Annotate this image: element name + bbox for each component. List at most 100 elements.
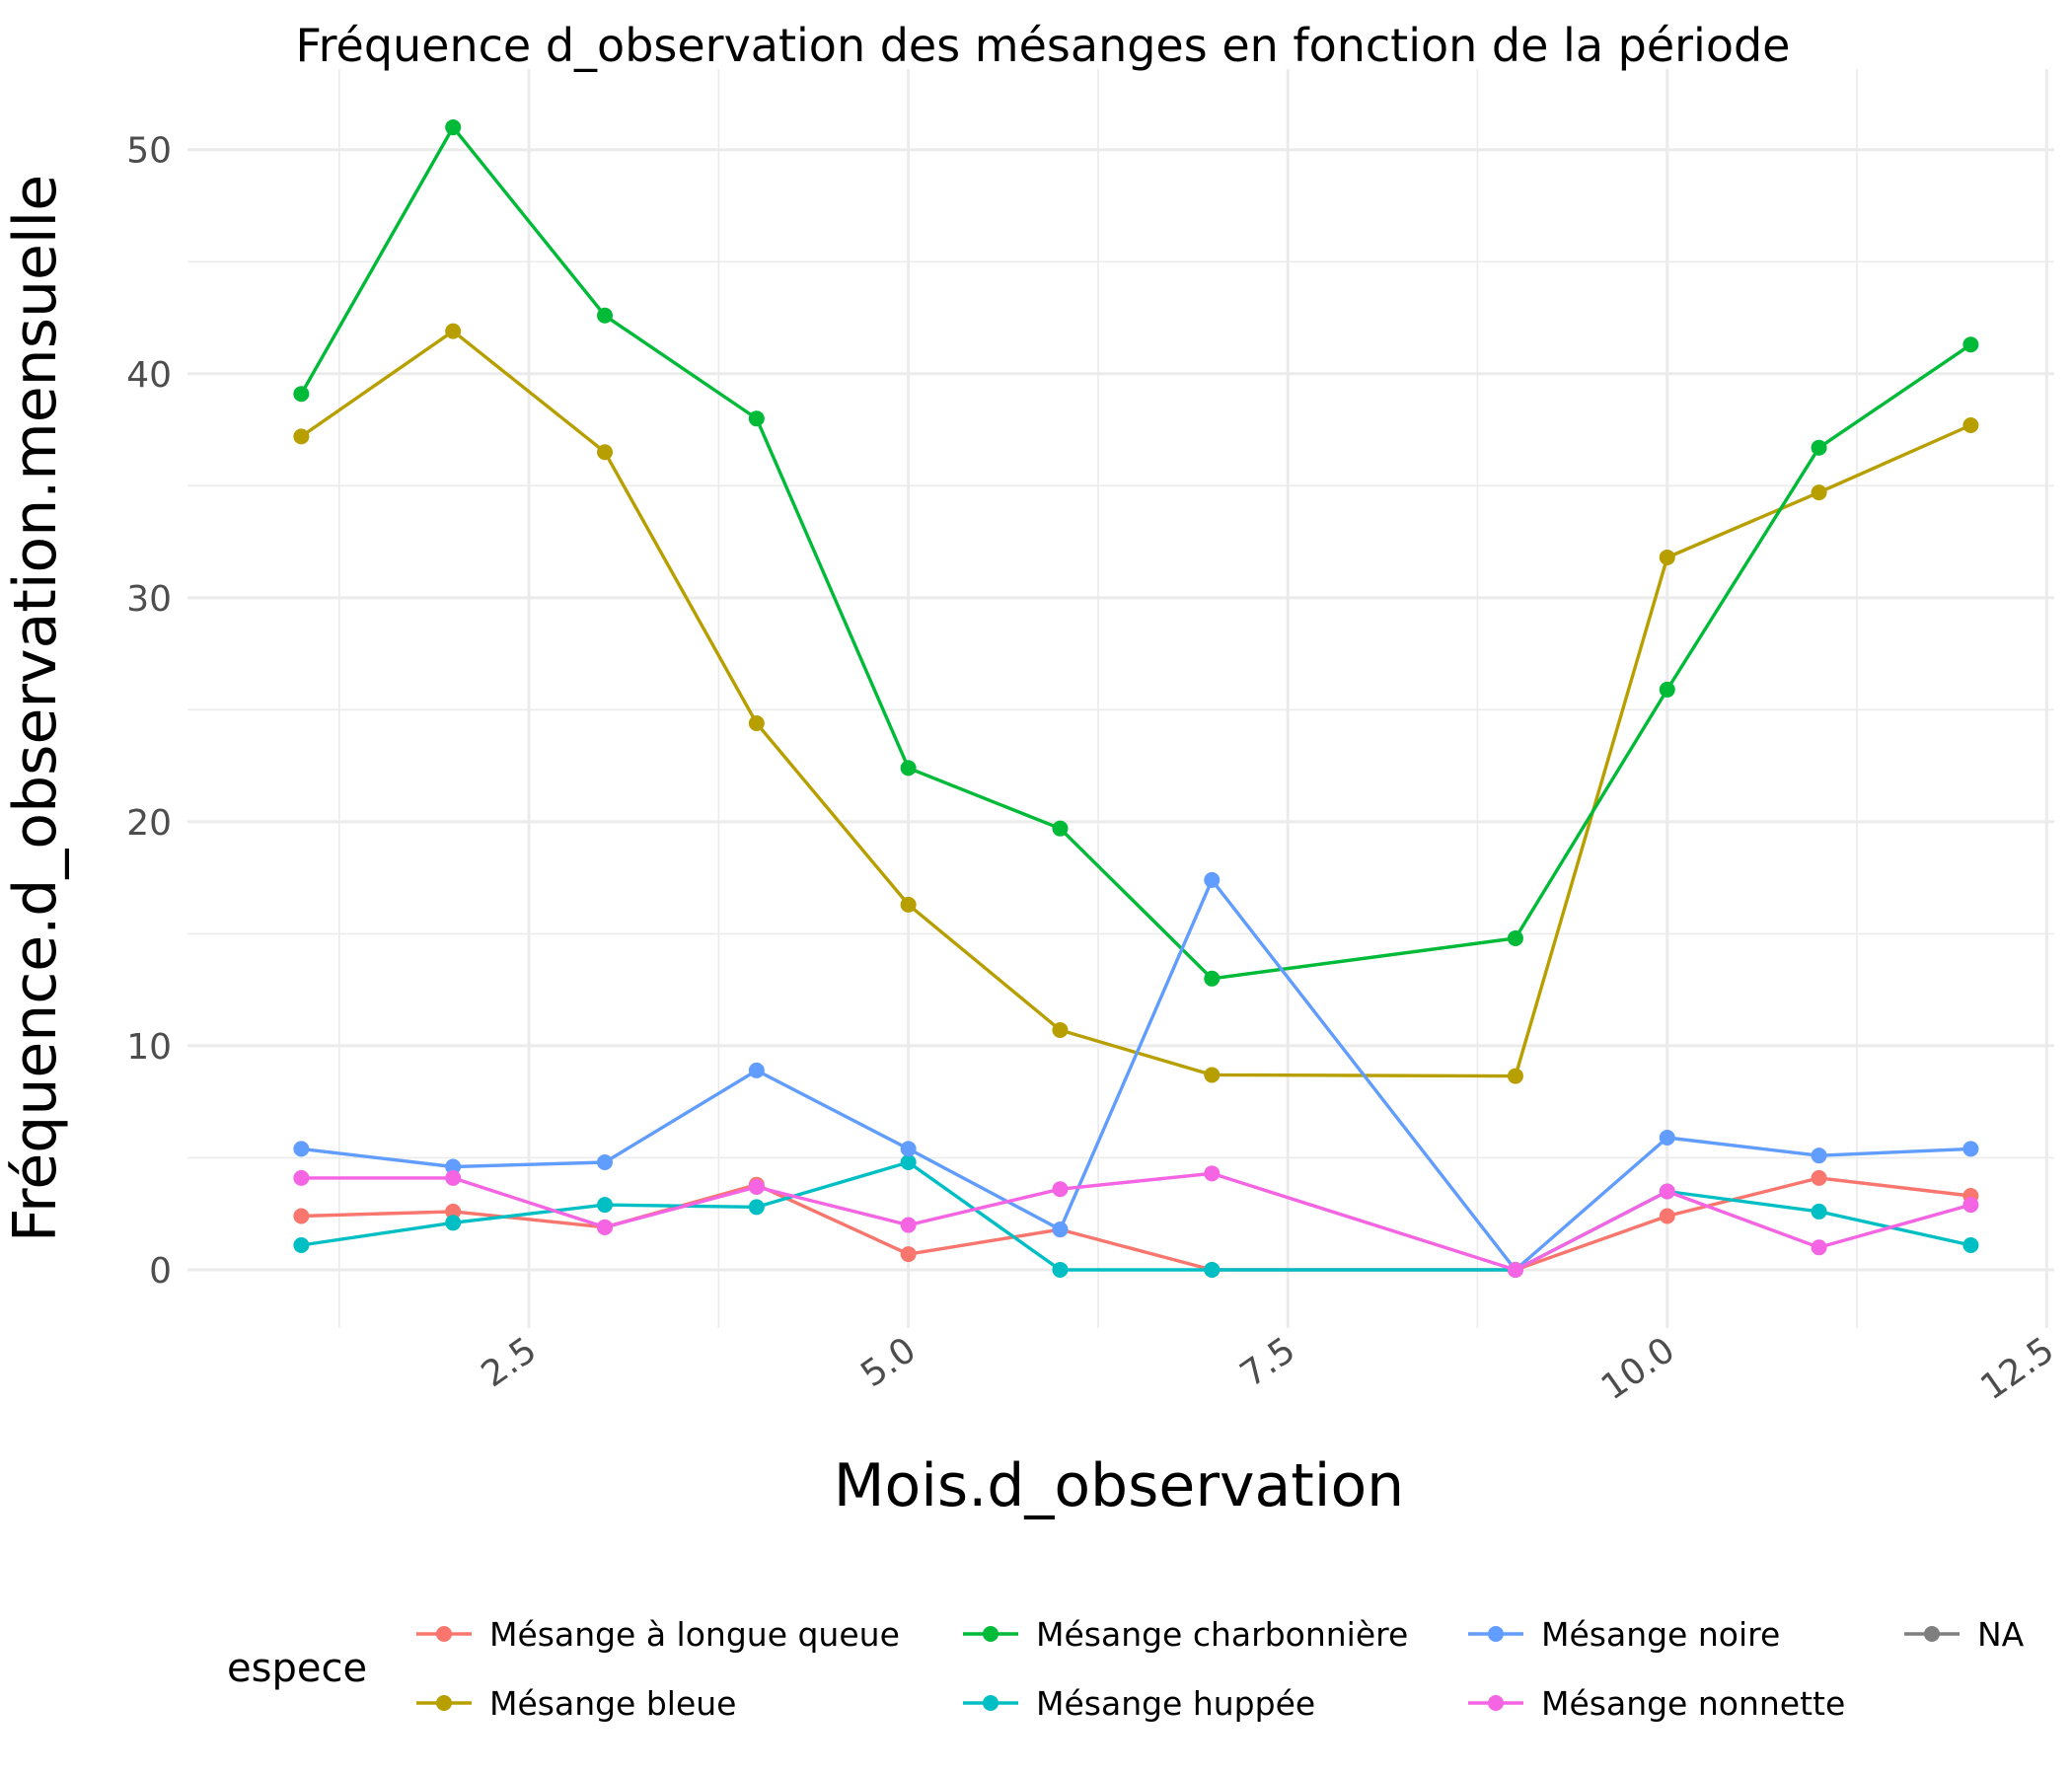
series-group [293, 871, 1979, 1278]
legend-key-point [436, 1626, 452, 1642]
x-axis-title: Mois.d_observation [834, 1451, 1404, 1520]
x-tick-label: 2.5 [475, 1330, 544, 1395]
data-point [1052, 1022, 1069, 1039]
data-point [1507, 929, 1523, 946]
legend-item: Mésange noire [1468, 1615, 1780, 1654]
data-point [445, 1169, 462, 1186]
data-point [1204, 1165, 1221, 1182]
legend-key-point [1924, 1626, 1940, 1642]
data-point [1052, 1261, 1069, 1278]
axis-labels: 0 10 20 30 40 50 2.5 5.0 7.5 10.0 12.5 [126, 131, 2061, 1409]
data-point [748, 714, 765, 731]
x-tick-label: 10.0 [1594, 1330, 1682, 1409]
data-point [445, 323, 462, 339]
series-group [293, 119, 1979, 987]
data-point [748, 1062, 765, 1078]
data-point [293, 1236, 310, 1253]
data-point [445, 119, 462, 136]
data-point [1507, 1261, 1523, 1278]
data-point [597, 307, 614, 324]
legend-label: Mésange noire [1541, 1615, 1780, 1654]
gridlines [187, 69, 2054, 1328]
data-point [1052, 820, 1069, 837]
data-point [1962, 1197, 1979, 1214]
data-point [1811, 1239, 1827, 1256]
data-point [445, 1158, 462, 1175]
data-point [1811, 1169, 1827, 1186]
y-tick-label: 20 [126, 803, 172, 844]
x-tick-label: 7.5 [1233, 1330, 1302, 1395]
legend-key-point [983, 1695, 999, 1711]
data-point [1659, 1208, 1675, 1224]
data-point [1204, 871, 1221, 888]
data-point [293, 1208, 310, 1224]
data-point [900, 760, 917, 777]
legend-label: Mésange bleue [489, 1684, 736, 1723]
data-point [1962, 417, 1979, 434]
y-tick-label: 40 [126, 355, 172, 396]
data-point [597, 1219, 614, 1235]
data-point [1052, 1221, 1069, 1238]
data-point [1204, 1261, 1221, 1278]
legend-item: Mésange huppée [963, 1684, 1315, 1723]
chart-title: Fréquence d_observation des mésanges en … [296, 19, 1791, 72]
legend-key-point [1488, 1695, 1504, 1711]
legend-item: Mésange nonnette [1468, 1684, 1845, 1723]
data-point [597, 1197, 614, 1214]
legend-label: Mésange huppée [1036, 1684, 1315, 1723]
data-point [1507, 1068, 1523, 1084]
series-group [293, 1165, 1979, 1278]
data-point [900, 1246, 917, 1263]
data-point [1659, 1130, 1675, 1147]
data-point [1204, 1067, 1221, 1083]
data-point [748, 1199, 765, 1216]
data-point [293, 1141, 310, 1157]
legend-label: NA [1977, 1615, 2025, 1654]
legend-item: Mésange à longue queue [416, 1615, 900, 1654]
data-point [1052, 1181, 1069, 1198]
data-point [1659, 1183, 1675, 1200]
series-group [293, 1169, 1979, 1278]
y-tick-label: 50 [126, 131, 172, 172]
series-layer [293, 119, 1979, 1278]
y-tick-label: 0 [149, 1251, 172, 1292]
series-line [301, 1176, 1971, 1272]
data-point [293, 1169, 310, 1186]
y-tick-label: 30 [126, 579, 172, 620]
legend-label: Mésange à longue queue [489, 1615, 900, 1654]
legend-label: Mésange nonnette [1541, 1684, 1845, 1723]
series-line [301, 1160, 1971, 1272]
legend: Mésange à longue queue Mésange bleue Mésan… [416, 1615, 2025, 1723]
legend-key-point [1488, 1626, 1504, 1642]
data-point [1962, 1236, 1979, 1253]
data-point [748, 1178, 765, 1195]
data-point [293, 386, 310, 403]
y-axis-title: Fréquence.d_observation.mensuelle [1, 175, 70, 1242]
data-point [1811, 1203, 1827, 1220]
legend-item: NA [1904, 1615, 2025, 1654]
data-point [445, 1203, 462, 1220]
legend-label: Mésange charbonnière [1036, 1615, 1408, 1654]
data-point [900, 896, 917, 913]
data-point [900, 1153, 917, 1170]
data-point [445, 1215, 462, 1231]
series-line [299, 125, 1972, 981]
data-point [1811, 439, 1827, 456]
x-tick-label: 12.5 [1973, 1330, 2061, 1409]
data-point [748, 410, 765, 427]
data-point [293, 428, 310, 445]
data-point [1962, 1141, 1979, 1157]
data-point [1811, 484, 1827, 501]
data-point [1962, 336, 1979, 353]
series-group [293, 323, 1979, 1084]
legend-key-point [983, 1626, 999, 1642]
series-line [300, 329, 1972, 1078]
data-point [1659, 549, 1675, 565]
legend-item: Mésange bleue [416, 1684, 736, 1723]
data-point [900, 1141, 917, 1157]
x-tick-label: 5.0 [853, 1330, 923, 1395]
legend-item: Mésange charbonnière [963, 1615, 1408, 1654]
y-tick-label: 10 [126, 1027, 172, 1068]
data-point [1659, 681, 1675, 698]
